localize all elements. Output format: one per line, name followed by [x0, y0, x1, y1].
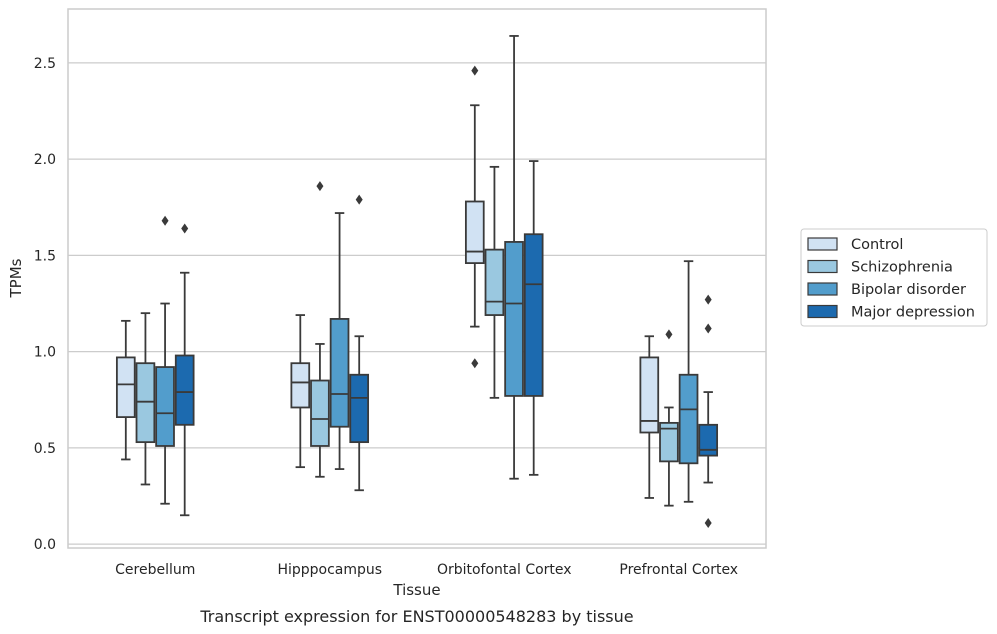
x-axis-label: Tissue	[392, 581, 440, 599]
y-tick-label: 1.0	[34, 345, 56, 361]
outlier-point	[316, 181, 324, 192]
box	[310, 181, 330, 478]
outlier-point	[471, 65, 479, 76]
box	[484, 165, 505, 399]
legend-swatch	[807, 282, 838, 296]
box-iqr	[523, 233, 544, 397]
box-iqr	[349, 373, 370, 444]
outlier-point	[161, 215, 169, 226]
box-groups	[115, 35, 719, 528]
y-tick-label: 2.5	[34, 56, 56, 72]
legend-swatch	[807, 304, 838, 319]
legend-label: Bipolar disorder	[851, 282, 966, 298]
legend-swatch	[807, 259, 838, 274]
box	[639, 335, 660, 499]
y-tick-labels: 0.0 0.5 1.0 1.5 2.0 2.5	[34, 56, 56, 553]
box-iqr	[639, 356, 660, 434]
box-iqr	[678, 373, 699, 465]
box	[135, 312, 156, 486]
box	[115, 319, 136, 461]
outlier-point	[704, 323, 712, 334]
box-iqr	[290, 362, 311, 409]
box	[349, 194, 370, 492]
outlier-point	[704, 294, 712, 305]
y-tick-label: 0.0	[34, 537, 56, 553]
legend-swatch	[807, 237, 838, 251]
box-iqr	[135, 362, 156, 444]
x-tick-label: Cerebellum	[115, 562, 195, 578]
legend-label: Major depression	[851, 305, 975, 321]
chart-caption: Transcript expression for ENST0000054828…	[199, 607, 633, 626]
y-axis-label: TPMs	[7, 258, 25, 298]
x-tick-label: Orbitofontal Cortex	[437, 562, 572, 578]
x-tick-label: Hipppocampus	[277, 562, 382, 578]
gridlines	[68, 62, 766, 545]
box	[464, 65, 485, 369]
box-iqr	[155, 366, 175, 447]
box	[174, 223, 195, 517]
box-iqr	[484, 248, 505, 316]
legend-label: Schizophrenia	[851, 260, 953, 276]
outlier-point	[181, 223, 189, 234]
box-iqr	[310, 379, 330, 447]
legend-frame	[800, 228, 988, 327]
box	[290, 314, 311, 469]
outlier-point	[704, 517, 712, 528]
box-iqr	[504, 241, 524, 397]
legend-label: Control	[851, 237, 903, 253]
box	[523, 160, 544, 476]
outlier-point	[471, 358, 479, 369]
box	[678, 260, 699, 503]
box-iqr	[115, 356, 136, 418]
y-tick-label: 2.0	[34, 152, 56, 168]
box	[329, 212, 350, 470]
box-iqr	[329, 318, 350, 428]
y-tick-label: 0.5	[34, 441, 56, 457]
outlier-point	[665, 329, 673, 340]
x-tick-labels: Cerebellum Hipppocampus Orbitofontal Corte…	[115, 562, 738, 578]
box	[659, 329, 679, 507]
box-iqr	[174, 354, 195, 426]
box-iqr	[659, 421, 679, 463]
box-iqr	[464, 200, 485, 264]
box	[698, 294, 719, 528]
y-tick-label: 1.5	[34, 248, 56, 264]
box	[155, 215, 175, 505]
plot-frame	[67, 8, 767, 549]
outlier-point	[355, 194, 363, 205]
legend: Control Schizophrenia Bipolar disorder Majo…	[800, 228, 988, 327]
box-iqr	[698, 423, 719, 457]
box	[504, 35, 524, 480]
x-tick-label: Prefrontal Cortex	[619, 562, 738, 578]
